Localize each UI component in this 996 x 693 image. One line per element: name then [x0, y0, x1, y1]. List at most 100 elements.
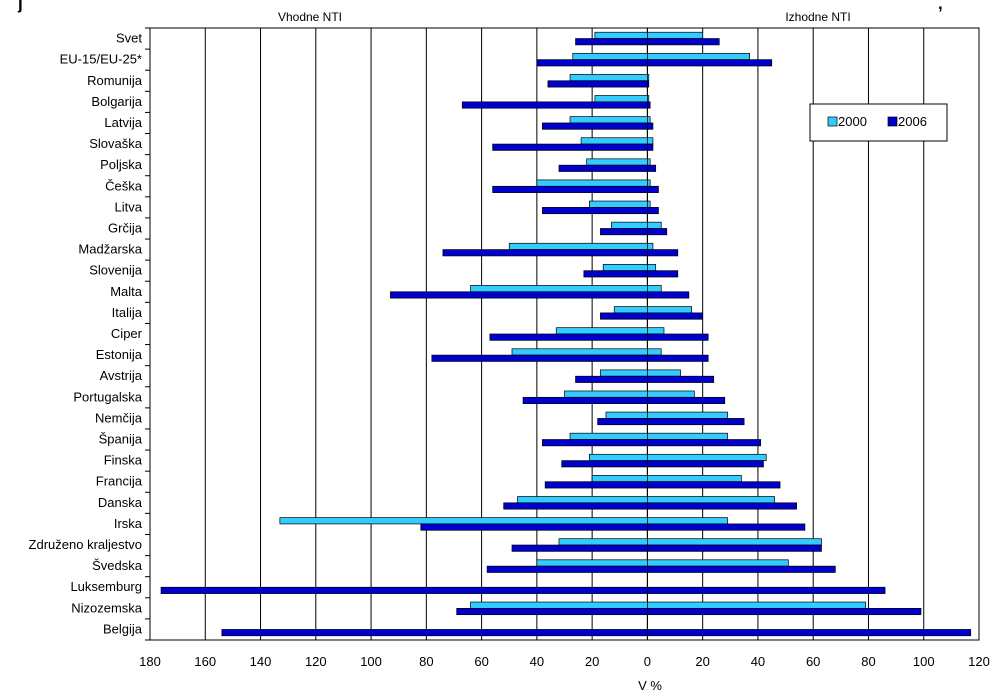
category-label: Bolgarija	[91, 94, 142, 109]
category-label: EU-15/EU-25*	[60, 52, 142, 67]
category-label: Slovenija	[89, 263, 143, 278]
bar-outward-2006	[647, 607, 922, 616]
bar-outward-2000	[647, 517, 728, 525]
bar-outward-2000	[647, 264, 657, 272]
category-label: Grčija	[108, 220, 143, 235]
bar-inward-2000	[569, 74, 648, 82]
bar-outward-2000	[647, 496, 775, 504]
bar-inward-2006	[597, 418, 648, 426]
bar-inward-2006	[575, 38, 648, 46]
bar-outward-2000	[647, 95, 650, 103]
category-label: Slovaška	[89, 136, 143, 151]
bars-group	[160, 31, 972, 637]
bar-inward-2006	[492, 143, 648, 151]
category-label: Madžarska	[78, 242, 142, 257]
category-label: Portugalska	[73, 389, 142, 404]
x-tick-label: 80	[861, 654, 875, 669]
x-tick-label: 20	[585, 654, 599, 669]
bar-inward-2000	[605, 411, 648, 419]
bar-inward-2000	[600, 369, 648, 377]
bar-inward-2000	[572, 52, 648, 61]
bar-inward-2000	[594, 31, 648, 39]
bar-outward-2006	[647, 207, 659, 215]
bar-inward-2006	[160, 586, 648, 594]
bar-outward-2006	[647, 249, 679, 257]
chart-title-fragment-right: ,	[938, 0, 943, 13]
x-tick-label: 160	[194, 654, 216, 669]
x-axis-label: V %	[638, 678, 662, 693]
bar-inward-2000	[586, 158, 648, 166]
bar-outward-2006	[647, 59, 773, 67]
bar-inward-2000	[613, 306, 648, 314]
bar-inward-2006	[544, 481, 648, 489]
bar-outward-2000	[647, 559, 789, 567]
bar-outward-2006	[647, 375, 715, 383]
bar-outward-2006	[647, 312, 704, 320]
bar-outward-2000	[647, 538, 822, 546]
right-header: Izhodne NTI	[785, 10, 850, 24]
bar-outward-2000	[647, 52, 750, 61]
bar-outward-2006	[647, 586, 886, 594]
bar-outward-2006	[647, 629, 972, 637]
bar-inward-2006	[536, 59, 648, 67]
x-tick-label: 140	[250, 654, 272, 669]
bar-outward-2000	[647, 369, 681, 377]
bar-outward-2006	[647, 185, 659, 193]
bar-inward-2006	[561, 460, 648, 468]
bar-outward-2000	[647, 242, 654, 250]
bar-outward-2000	[647, 200, 651, 208]
bar-inward-2000	[555, 327, 648, 335]
bar-inward-2006	[547, 80, 648, 88]
bar-outward-2006	[647, 481, 781, 489]
bar-inward-2006	[431, 354, 648, 362]
bar-inward-2006	[511, 544, 648, 552]
bar-inward-2006	[390, 291, 648, 299]
bar-inward-2000	[470, 601, 648, 609]
category-label: Estonija	[96, 347, 143, 362]
bar-outward-2006	[647, 122, 654, 130]
bar-outward-2006	[647, 80, 650, 88]
category-labels: Svet EU-15/EU-25* Romunija Bolgarija Latvija…	[29, 31, 143, 637]
bar-outward-2000	[647, 221, 662, 229]
bar-outward-2000	[647, 306, 692, 314]
x-tick-label: 20	[695, 654, 709, 669]
bar-inward-2006	[542, 122, 648, 130]
bar-outward-2006	[647, 354, 709, 362]
bar-outward-2000	[647, 475, 742, 483]
bar-inward-2000	[591, 475, 648, 483]
category-label: Luksemburg	[70, 579, 142, 594]
bar-outward-2006	[647, 439, 762, 447]
bar-outward-2000	[647, 390, 695, 398]
bar-outward-2006	[647, 270, 679, 278]
bar-outward-2000	[647, 31, 704, 39]
bar-outward-2000	[647, 453, 767, 461]
bar-inward-2000	[279, 517, 648, 525]
category-label: Francija	[96, 474, 143, 489]
chart-title-fragment: j	[17, 0, 23, 13]
bar-outward-2000	[647, 116, 651, 124]
bar-inward-2006	[575, 375, 648, 383]
bar-inward-2006	[461, 101, 648, 109]
category-label: Združeno kraljestvo	[29, 537, 142, 552]
category-label: Malta	[110, 284, 143, 299]
bar-inward-2006	[456, 607, 648, 616]
bar-outward-2000	[647, 432, 728, 440]
bar-outward-2006	[647, 523, 806, 531]
x-tick-label: 0	[644, 654, 651, 669]
bar-outward-2000	[647, 137, 654, 145]
bar-inward-2000	[611, 221, 648, 229]
bar-inward-2000	[511, 348, 648, 356]
x-tick-label: 120	[305, 654, 327, 669]
bar-outward-2006	[647, 333, 709, 341]
category-label: Italija	[112, 305, 143, 320]
category-label: Finska	[104, 453, 143, 468]
bar-inward-2006	[486, 565, 648, 573]
bar-inward-2006	[221, 629, 648, 637]
bar-outward-2000	[647, 411, 728, 419]
bar-inward-2000	[517, 496, 648, 504]
x-tick-label: 40	[530, 654, 544, 669]
bar-inward-2000	[594, 95, 648, 103]
bar-inward-2006	[600, 312, 648, 320]
bar-inward-2000	[569, 432, 648, 440]
